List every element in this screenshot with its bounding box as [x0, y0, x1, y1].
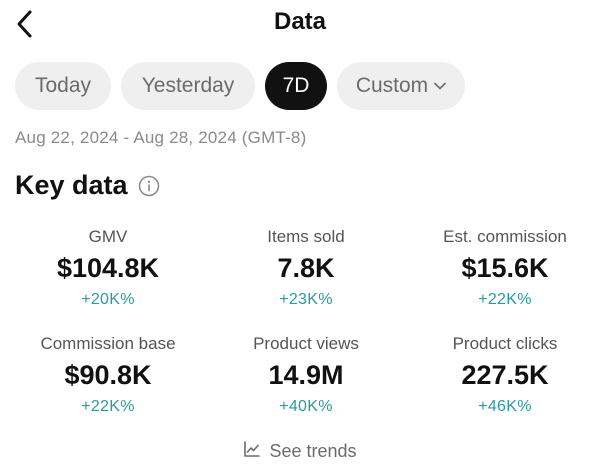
metric-value: $90.8K	[64, 360, 152, 390]
tab-custom[interactable]: Custom	[337, 62, 465, 110]
page-title: Data	[273, 8, 327, 35]
metric-product-clicks[interactable]: Product clicks 227.5K +46K%	[405, 333, 600, 418]
tab-yesterday[interactable]: Yesterday	[121, 62, 255, 110]
key-data-heading: Key data	[15, 170, 160, 201]
metric-delta: +40K%	[279, 398, 333, 415]
date-tabs: Today Yesterday 7D Custom	[15, 62, 465, 110]
metric-label: Est. commission	[443, 227, 567, 246]
tab-label: Custom	[355, 74, 429, 97]
metric-delta: +23K%	[279, 291, 333, 308]
metric-delta: +20K%	[81, 291, 135, 308]
tab-label: 7D	[282, 74, 310, 97]
tab-today[interactable]: Today	[15, 62, 111, 110]
metric-label: Commission base	[40, 334, 176, 353]
metric-items-sold[interactable]: Items sold 7.8K +23K%	[206, 226, 406, 311]
date-range-label: Aug 22, 2024 - Aug 28, 2024 (GMT-8)	[15, 128, 307, 147]
info-icon[interactable]	[138, 175, 160, 197]
back-button[interactable]	[10, 6, 40, 42]
see-trends-label: See trends	[269, 441, 357, 461]
metric-value: 14.9M	[268, 360, 344, 390]
metric-est-commission[interactable]: Est. commission $15.6K +22K%	[405, 226, 600, 311]
tab-label: Today	[34, 74, 92, 97]
metric-delta: +46K%	[478, 398, 532, 415]
metric-value: $104.8K	[56, 253, 160, 283]
metric-value: 7.8K	[277, 253, 335, 283]
metric-label: GMV	[88, 227, 128, 246]
metric-label: Product clicks	[452, 334, 558, 353]
see-trends-link[interactable]: See trends	[0, 440, 600, 463]
metric-product-views[interactable]: Product views 14.9M +40K%	[206, 333, 406, 418]
metric-value: 227.5K	[461, 360, 549, 390]
metric-label: Product views	[253, 334, 359, 353]
tab-7d[interactable]: 7D	[265, 62, 327, 110]
section-title: Key data	[15, 170, 128, 200]
header: Data	[0, 0, 600, 50]
chevron-left-icon	[17, 10, 32, 38]
metric-label: Items sold	[267, 227, 345, 246]
metric-commission-base[interactable]: Commission base $90.8K +22K%	[8, 333, 208, 418]
metric-value: $15.6K	[461, 253, 549, 283]
metric-gmv[interactable]: GMV $104.8K +20K%	[8, 226, 208, 311]
line-chart-icon	[243, 440, 261, 463]
tab-label: Yesterday	[141, 74, 235, 97]
metric-delta: +22K%	[478, 291, 532, 308]
chevron-down-icon	[434, 82, 446, 90]
metric-delta: +22K%	[81, 398, 135, 415]
